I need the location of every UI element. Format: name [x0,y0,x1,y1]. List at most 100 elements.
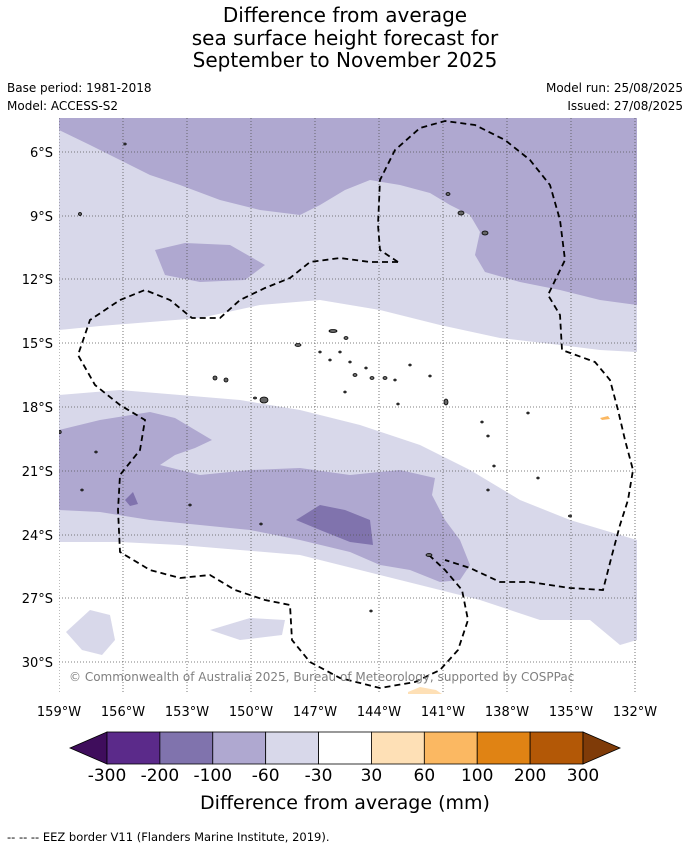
island [526,411,530,415]
latitude-label: 21°S [22,465,53,480]
title-line-2: sea surface height forecast for [191,25,499,50]
colorbar-tick-label: 100 [460,766,494,786]
meta-left: Base period: 1981-2018 Model: ACCESS-S2 [7,79,152,115]
latitude-label: 15°S [22,337,53,352]
island [188,503,192,507]
issued-date: Issued: 27/08/2025 [567,99,683,113]
colorbar-tick-label: 30 [360,766,383,786]
island [59,430,62,434]
graticule [59,118,637,694]
colorbar-tick-label: -100 [193,766,233,786]
island [428,374,432,378]
eez-border-main [77,257,469,689]
colorbar-segment [159,731,214,765]
colorbar-segment [265,731,319,765]
longitude-label: 141°W [421,705,465,720]
island [318,350,322,354]
latitude-label: 24°S [22,529,53,544]
longitude-label: 156°W [101,705,145,720]
island [443,398,449,406]
meta-right: Model run: 25/08/2025 Issued: 27/08/2025 [546,79,683,115]
anomaly-patch-west [155,243,265,282]
island [223,377,229,383]
positive-patch-south [408,687,442,694]
base-period: Base period: 1981-2018 [7,81,152,95]
island [253,396,257,400]
eez-border-north [377,120,634,591]
island [328,329,338,333]
colorbar-tick-label: 200 [513,766,547,786]
longitude-label: 138°W [485,705,529,720]
latitude-label: 30°S [22,656,53,671]
colorbar-min-extension [68,731,108,765]
colorbar-segment [212,731,267,765]
anomaly-spot-west [125,492,138,506]
longitude-label: 147°W [293,705,337,720]
colorbar-tick-label: 60 [413,766,436,786]
island [369,376,375,380]
longitude-label: 150°W [229,705,273,720]
island [457,210,465,216]
island [294,343,302,347]
island [393,378,397,382]
anomaly-patch-s [210,618,285,640]
island [445,192,451,196]
island [212,375,218,381]
latitude-label: 12°S [22,273,53,288]
island [338,350,342,354]
island [382,376,388,380]
colorbar-tick-label: -300 [87,766,127,786]
island [259,396,269,404]
island [492,464,496,468]
colorbar-segment [371,731,425,765]
title-line-3: September to November 2025 [192,48,498,72]
colorbar-segment [529,731,584,765]
island [123,142,127,146]
island [328,358,332,362]
island [259,522,263,526]
model-run: Model run: 25/08/2025 [545,81,683,95]
colorbar-title: Difference from average (mm) [200,792,490,814]
map-area [59,118,637,694]
island [352,373,358,377]
colorbar-segment [318,731,372,765]
latitude-label: 6°S [30,146,53,161]
islands [59,142,572,613]
map-title: Difference from average sea surface heig… [0,4,690,72]
latitude-labels: 6°S 9°S 12°S 15°S 18°S 21°S 24°S 27°S 30°S [22,146,53,671]
colorbar-tick-label: -60 [251,766,280,786]
colorbar-segment [476,731,531,765]
island [396,402,400,406]
colorbar-max-extension [582,731,622,765]
island [568,514,572,518]
positive-spot-east [600,416,610,420]
copyright-notice: © Commonwealth of Australia 2025, Bureau… [69,670,574,684]
colorbar-tick-label: 300 [566,766,600,786]
island [364,366,368,370]
island [408,363,412,367]
longitude-label: 144°W [357,705,401,720]
latitude-label: 18°S [22,401,53,416]
longitude-labels: 159°W 156°W 153°W 150°W 147°W 144°W 141°W 138°W… [37,705,657,720]
island [343,336,349,340]
island [369,609,373,613]
longitude-label: 132°W [613,705,657,720]
island [480,420,484,424]
island [486,434,490,438]
island [78,212,82,216]
model-name: Model: ACCESS-S2 [7,99,119,113]
latitude-label: 27°S [22,592,53,607]
island [481,230,489,236]
island [94,450,98,454]
anomaly-patch-sw [66,610,115,655]
island [80,488,84,492]
colorbar-tick-label: -30 [304,766,333,786]
longitude-label: 159°W [37,705,81,720]
longitude-label: 135°W [549,705,593,720]
longitude-label: 153°W [165,705,209,720]
anomaly-core-north [59,118,637,305]
island [348,360,352,364]
latitude-label: 9°S [30,210,53,225]
island [536,476,540,480]
